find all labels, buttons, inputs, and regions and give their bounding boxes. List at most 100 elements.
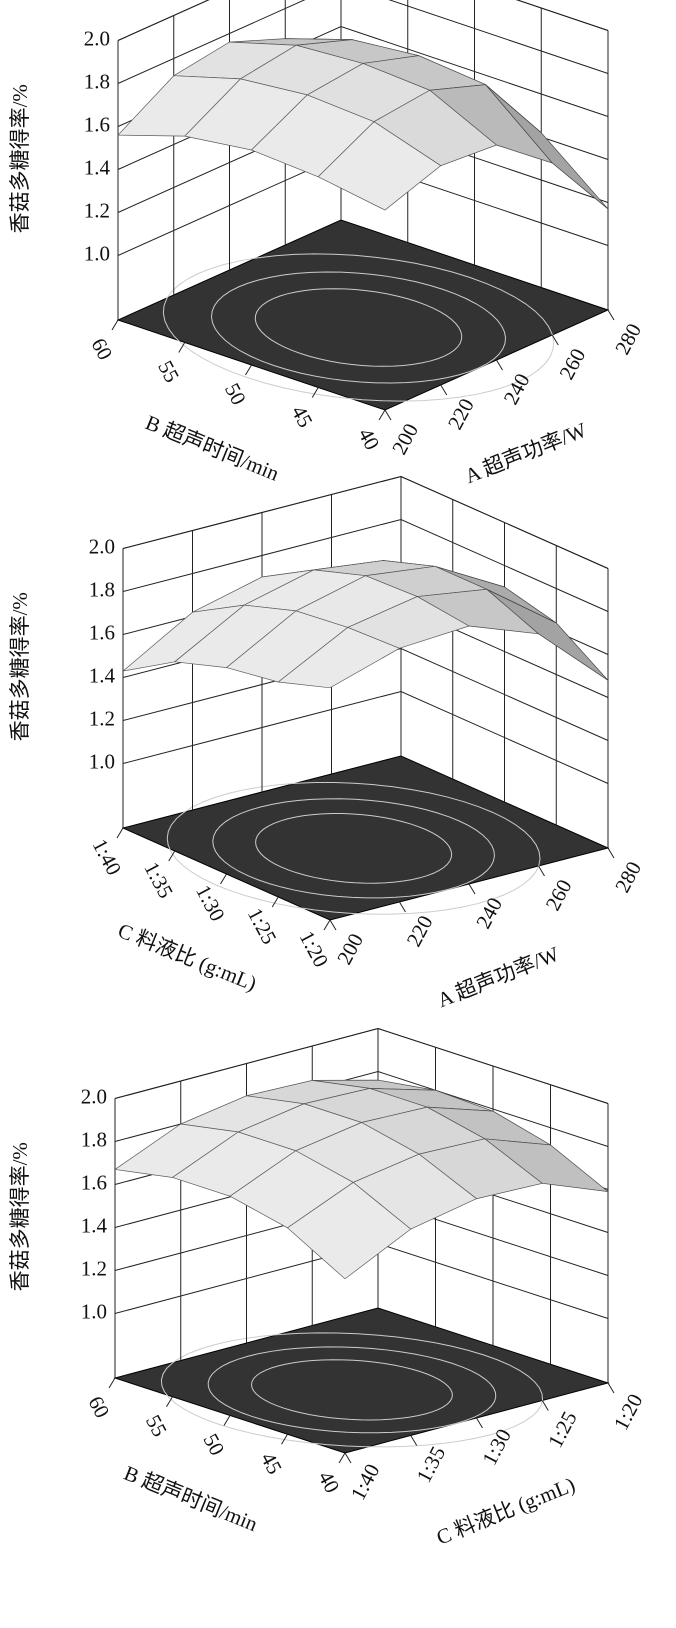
z-tick-label: 1.0 [89, 749, 115, 773]
tick-mark [245, 364, 252, 376]
y-tick-label: 1:20 [609, 1390, 648, 1434]
z-tick-label: 2.0 [89, 534, 115, 558]
x-tick-label: 60 [86, 334, 117, 364]
z-tick-label: 1.2 [89, 706, 115, 730]
x-tick-label: 1:35 [139, 858, 178, 902]
grid-line [117, 0, 609, 41]
tick-mark [476, 1417, 483, 1429]
tick-mark [551, 334, 559, 346]
x-axis-label: B 超声时间/min [121, 1461, 262, 1537]
tick-mark [338, 1452, 346, 1464]
box-edge [122, 475, 609, 569]
y-tick-label: 1:25 [543, 1407, 582, 1451]
y-tick-label: 260 [541, 875, 577, 914]
y-tick-label: 200 [332, 929, 368, 968]
z-axis-label: 香菇多糖得率/% [8, 84, 32, 233]
tick-mark [410, 1435, 418, 1446]
contour [212, 798, 495, 899]
y-tick-label: 240 [499, 369, 535, 408]
x-tick-label: 55 [141, 1411, 172, 1441]
z-tick-label: 1.8 [81, 1127, 107, 1151]
z-tick-label: 1.2 [81, 1256, 107, 1280]
y-axis-label: C 料液比 (g:mL) [433, 1472, 578, 1549]
x-axis-label: B 超声时间/min [142, 410, 283, 486]
tick-mark [168, 850, 176, 862]
tick-mark [538, 865, 545, 877]
tick-mark [378, 409, 386, 421]
contour [255, 813, 453, 884]
x-tick-label: 50 [220, 379, 251, 409]
x-tick-label: 40 [313, 1467, 344, 1497]
z-tick-label: 1.4 [84, 155, 111, 179]
tick-mark [323, 919, 331, 931]
tick-mark [271, 896, 279, 908]
x-tick-label: 55 [153, 357, 184, 387]
x-tick-label: 45 [287, 402, 318, 432]
contour [162, 253, 555, 402]
y-axis-label: A 超声功率/W [461, 418, 590, 489]
z-tick-label: 2.0 [84, 26, 110, 50]
z-tick-label: 1.0 [84, 241, 110, 265]
y-axis-label: A 超声功率/W [434, 942, 563, 1013]
tick-mark [166, 1396, 173, 1408]
tick-mark [220, 873, 227, 885]
tick-mark [116, 827, 124, 839]
y-tick-label: 280 [610, 319, 646, 358]
tick-mark [468, 883, 476, 895]
z-tick-label: 1.4 [81, 1213, 108, 1237]
z-tick-label: 1.6 [84, 112, 110, 136]
contour [207, 1346, 497, 1434]
surface-patch [286, 1181, 412, 1280]
x-tick-label: 40 [353, 424, 384, 454]
tick-mark [607, 847, 615, 859]
y-tick-label: 1:40 [346, 1460, 385, 1504]
contour [210, 271, 507, 384]
y-tick-label: 1:30 [477, 1425, 516, 1469]
z-tick-label: 1.0 [81, 1299, 107, 1323]
contour [166, 782, 541, 915]
tick-mark [108, 1377, 116, 1389]
y-tick-label: 200 [387, 419, 423, 458]
tick-mark [178, 342, 186, 353]
y-tick-label: 260 [554, 344, 590, 383]
z-tick-label: 1.4 [89, 663, 116, 687]
z-axis-label: 香菇多糖得率/% [8, 592, 32, 741]
x-tick-label: 1:30 [191, 881, 230, 925]
z-tick-label: 1.2 [84, 198, 110, 222]
y-tick-label: 1:35 [411, 1442, 450, 1486]
surface-patch [317, 121, 442, 211]
surface-patch [277, 627, 401, 689]
tick-mark [607, 309, 615, 321]
x-tick-label: 60 [83, 1392, 114, 1422]
tick-mark [496, 359, 503, 371]
tick-mark [111, 319, 119, 331]
x-tick-label: 50 [198, 1430, 229, 1460]
y-tick-label: 220 [402, 911, 438, 950]
tick-mark [440, 384, 448, 396]
x-tick-label: 1:40 [88, 835, 127, 879]
z-tick-label: 1.6 [89, 620, 115, 644]
tick-mark [311, 387, 319, 398]
contour [160, 1332, 544, 1448]
tick-mark [223, 1415, 231, 1426]
tick-mark [399, 901, 406, 913]
z-tick-label: 2.0 [81, 1084, 107, 1108]
x-tick-label: 45 [256, 1448, 287, 1478]
z-tick-label: 1.8 [84, 69, 110, 93]
y-tick-label: 220 [443, 394, 479, 433]
tick-mark [607, 1382, 615, 1394]
z-axis-label: 香菇多糖得率/% [8, 1142, 32, 1291]
y-tick-label: 240 [471, 893, 507, 932]
grid-line [122, 475, 609, 569]
tick-mark [329, 919, 337, 931]
z-tick-label: 1.8 [89, 577, 115, 601]
x-tick-label: 1:25 [243, 904, 282, 948]
floor [113, 1307, 610, 1454]
tick-mark [344, 1452, 352, 1464]
x-axis-label: C 料液比 (g:mL) [115, 918, 260, 995]
tick-mark [281, 1433, 288, 1445]
z-tick-label: 1.6 [81, 1170, 107, 1194]
contour [251, 1359, 453, 1421]
x-tick-label: 1:20 [295, 927, 334, 971]
